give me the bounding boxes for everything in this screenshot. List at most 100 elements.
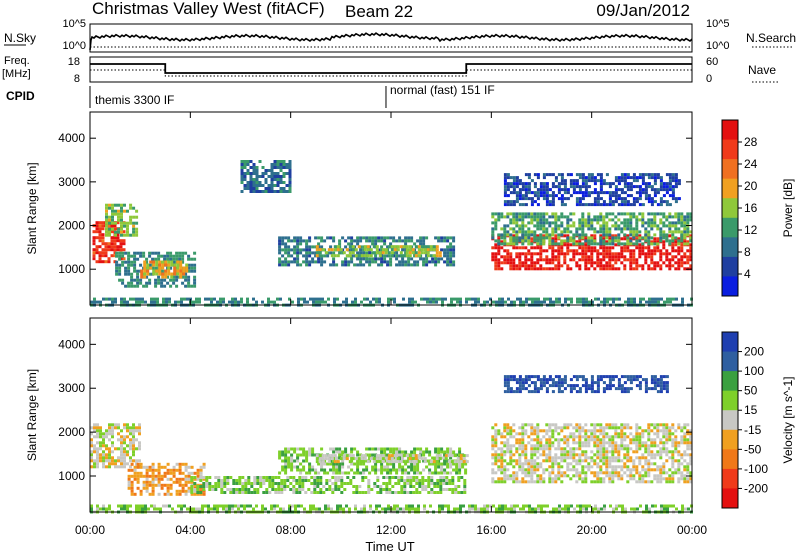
- heatmap-cell: [217, 482, 221, 485]
- heatmap-cell: [644, 450, 648, 454]
- heatmap-cell: [497, 215, 501, 219]
- heatmap-cell: [202, 485, 206, 488]
- heatmap-cell: [235, 491, 239, 494]
- heatmap-cell: [623, 453, 627, 457]
- heatmap-cell: [599, 261, 603, 265]
- heatmap-cell: [95, 230, 99, 234]
- heatmap-cell: [662, 441, 666, 445]
- heatmap-cell: [570, 300, 573, 304]
- heatmap-cell: [566, 438, 570, 442]
- heatmap-cell: [536, 221, 540, 225]
- heatmap-cell: [542, 242, 546, 246]
- heatmap-cell: [374, 236, 378, 240]
- heatmap-cell: [145, 284, 149, 288]
- heatmap-cell: [133, 260, 137, 264]
- heatmap-cell: [503, 459, 507, 463]
- heatmap-cell: [108, 426, 111, 430]
- heatmap-cell: [617, 233, 621, 237]
- heatmap-cell: [363, 248, 367, 252]
- heatmap-cell: [668, 221, 672, 225]
- heatmap-cell: [165, 300, 168, 304]
- heatmap-cell: [276, 178, 280, 181]
- heatmap-cell: [665, 255, 669, 259]
- heatmap-cell: [379, 485, 383, 488]
- heatmap-cell: [314, 236, 318, 240]
- heatmap-cell: [671, 233, 675, 237]
- heatmap-cell: [360, 454, 364, 458]
- heatmap-cell: [356, 471, 360, 475]
- heatmap-cell: [662, 224, 666, 228]
- heatmap-cell: [560, 474, 564, 478]
- heatmap-cell: [375, 460, 379, 464]
- heatmap-cell: [659, 249, 663, 253]
- heatmap-cell: [393, 460, 397, 464]
- heatmap-cell: [506, 203, 510, 207]
- heatmap-cell: [438, 457, 442, 461]
- heatmap-cell: [512, 212, 516, 216]
- heatmap-cell: [458, 465, 462, 469]
- heatmap-cell: [366, 248, 370, 252]
- heatmap-cell: [647, 423, 651, 427]
- heatmap-cell: [671, 462, 675, 466]
- heatmap-cell: [160, 254, 164, 258]
- heatmap-cell: [560, 215, 564, 219]
- heatmap-cell: [599, 447, 603, 451]
- heatmap-cell: [584, 438, 588, 442]
- heatmap-cell: [569, 224, 573, 228]
- heatmap-cell: [163, 284, 167, 288]
- heatmap-cell: [161, 272, 165, 276]
- heatmap-cell: [193, 281, 197, 285]
- heatmap-cell: [641, 429, 645, 433]
- heatmap-cell: [235, 488, 239, 491]
- heatmap-cell: [614, 471, 618, 475]
- heatmap-cell: [641, 432, 645, 436]
- heatmap-cell: [345, 297, 348, 301]
- heatmap-cell: [674, 182, 678, 186]
- heatmap-cell: [497, 264, 501, 268]
- heatmap-cell: [410, 257, 414, 261]
- heatmap-cell: [380, 263, 384, 267]
- heatmap-cell: [407, 263, 411, 267]
- heatmap-cell: [241, 476, 245, 479]
- heatmap-cell: [90, 459, 93, 463]
- heatmap-cell: [554, 426, 558, 430]
- heatmap-cell: [139, 474, 143, 478]
- heatmap-cell: [146, 272, 150, 276]
- heatmap-cell: [548, 423, 552, 427]
- heatmap-cell: [653, 194, 657, 198]
- heatmap-cell: [382, 476, 386, 479]
- heatmap-cell: [293, 260, 297, 264]
- heatmap-cell: [111, 209, 114, 213]
- heatmap-cell: [193, 257, 197, 261]
- heatmap-cell: [243, 178, 247, 181]
- heatmap-cell: [633, 297, 636, 301]
- heatmap-cell: [169, 284, 173, 288]
- heatmap-cell: [518, 197, 522, 201]
- heatmap-cell: [551, 471, 555, 475]
- heatmap-cell: [402, 245, 406, 249]
- heatmap-cell: [557, 426, 561, 430]
- heatmap-cell: [187, 275, 191, 279]
- heatmap-cell: [605, 246, 609, 250]
- heatmap-cell: [95, 245, 99, 249]
- heatmap-cell: [335, 450, 339, 454]
- heatmap-cell: [408, 300, 411, 304]
- heatmap-cell: [340, 479, 344, 482]
- heatmap-cell: [327, 248, 331, 252]
- heatmap-cell: [318, 300, 321, 304]
- heatmap-cell: [477, 300, 480, 304]
- heatmap-cell: [626, 426, 630, 430]
- heatmap-cell: [284, 456, 288, 460]
- heatmap-cell: [506, 255, 510, 259]
- heatmap-cell: [608, 465, 612, 469]
- heatmap-cell: [445, 482, 449, 485]
- heatmap-cell: [284, 242, 288, 246]
- heatmap-cell: [383, 450, 387, 454]
- heatmap-cell: [554, 237, 558, 241]
- heatmap-cell: [653, 432, 657, 436]
- heatmap-cell: [524, 252, 528, 256]
- heatmap-cell: [297, 297, 300, 301]
- heatmap-cell: [500, 435, 504, 439]
- heatmap-cell: [503, 450, 507, 454]
- heatmap-cell: [190, 465, 194, 469]
